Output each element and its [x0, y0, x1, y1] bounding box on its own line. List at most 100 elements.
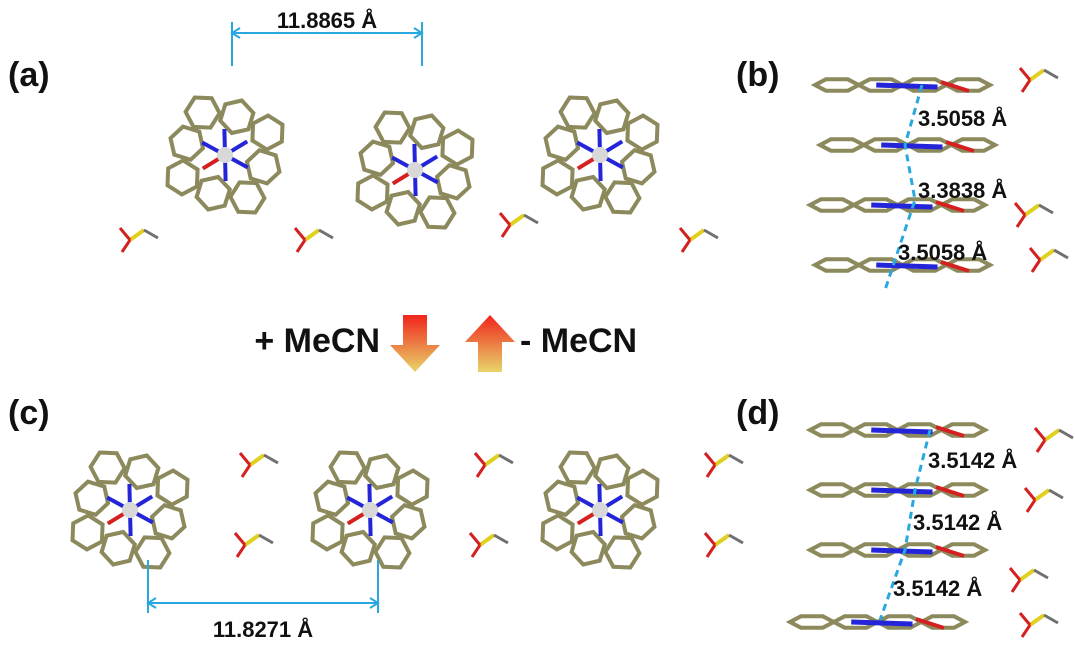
distance: 3.3838 Å: [918, 177, 1007, 203]
ring: [99, 529, 138, 567]
bond: [240, 464, 252, 478]
ring: [122, 453, 161, 491]
bond: [498, 212, 512, 226]
metal: [122, 502, 138, 518]
bond: [1020, 79, 1032, 93]
ring: [625, 468, 660, 507]
bond: [871, 547, 933, 555]
panel-label: (d): [736, 394, 779, 432]
ring: [183, 95, 222, 130]
molecules: [70, 67, 1074, 638]
ring: [625, 113, 660, 152]
bond: [851, 619, 913, 627]
ring: [373, 110, 412, 145]
bond: [1020, 624, 1032, 638]
metal: [407, 162, 423, 178]
bond: [508, 213, 526, 227]
stacking-lines: [878, 84, 932, 621]
ring: [194, 174, 233, 212]
bond: [1043, 428, 1061, 442]
bond: [500, 224, 512, 238]
bond: [935, 425, 965, 438]
bond: [1028, 613, 1046, 627]
bond: [713, 453, 731, 467]
bond: [1018, 67, 1032, 81]
ring: [543, 124, 581, 163]
ring: [133, 535, 172, 570]
bond: [1035, 439, 1047, 453]
ring: [619, 147, 657, 186]
bond: [235, 544, 247, 558]
metal: [592, 147, 608, 163]
remove-label: - MeCN: [520, 322, 637, 360]
add-label: + MeCN: [254, 322, 380, 360]
bond: [263, 453, 279, 465]
bond: [1058, 428, 1074, 440]
bond: [523, 213, 539, 225]
bond: [1015, 214, 1027, 228]
bond: [475, 464, 487, 478]
bond: [120, 239, 132, 253]
bond: [940, 260, 970, 273]
bond: [940, 80, 970, 93]
ring: [389, 502, 427, 541]
bond: [1048, 488, 1064, 500]
bond: [1030, 259, 1042, 273]
dimension-c: [146, 560, 380, 613]
bond: [1033, 427, 1047, 441]
bond: [498, 453, 514, 465]
bond: [871, 427, 933, 435]
bond: [1025, 499, 1037, 513]
metal: [362, 502, 378, 518]
bond: [493, 533, 509, 545]
ring: [310, 513, 345, 552]
arrow-down: [390, 315, 440, 372]
bond: [143, 228, 159, 240]
bond: [1018, 612, 1032, 626]
bond: [478, 533, 496, 547]
ring: [849, 197, 902, 213]
ring: [217, 98, 256, 136]
ring: [418, 195, 457, 230]
bond: [876, 262, 938, 270]
bond: [1038, 248, 1056, 262]
ring: [785, 614, 839, 630]
bond: [318, 228, 334, 240]
ring: [849, 422, 902, 438]
bond: [945, 140, 975, 153]
ring: [603, 180, 642, 215]
ring: [168, 124, 206, 163]
ring: [362, 453, 401, 491]
ring: [373, 535, 412, 570]
panel-label: (a): [8, 56, 50, 94]
ring: [155, 468, 190, 507]
ring: [810, 257, 864, 273]
ring: [558, 450, 597, 485]
bond: [1008, 567, 1022, 581]
ring: [440, 128, 475, 167]
bond: [728, 453, 744, 465]
bond: [935, 200, 965, 213]
bond: [243, 533, 261, 547]
distance: 3.5058 Å: [898, 239, 987, 265]
bond: [881, 142, 943, 150]
ring: [395, 468, 430, 507]
distance: 3.5142 Å: [893, 575, 982, 601]
ring: [849, 482, 902, 498]
ring: [70, 513, 105, 552]
ring: [619, 502, 657, 541]
bond: [678, 227, 692, 241]
metal: [592, 502, 608, 518]
bond: [703, 228, 719, 240]
ring: [73, 479, 111, 518]
bond: [1013, 202, 1027, 216]
ring: [355, 173, 390, 212]
ring: [358, 139, 396, 178]
bond: [915, 617, 945, 630]
ring: [88, 450, 127, 485]
distance: 11.8865 Å: [277, 7, 377, 33]
bond: [703, 452, 717, 466]
ring: [558, 95, 597, 130]
metal: [217, 147, 233, 163]
bond: [248, 453, 266, 467]
